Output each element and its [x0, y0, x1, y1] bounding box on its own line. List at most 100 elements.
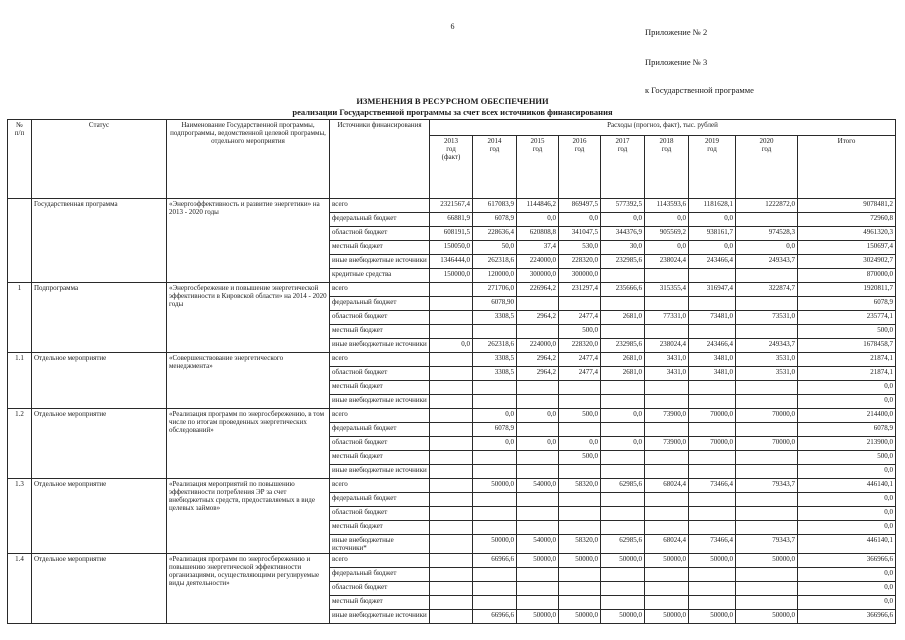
value-cell: 249343,7: [735, 338, 798, 353]
value-cell: 73531,0: [735, 310, 798, 325]
value-cell: [600, 595, 645, 611]
value-cell: 6078,9: [472, 212, 517, 227]
value-cell: 1920811,7: [796, 282, 897, 297]
value-cell: 3308,5: [472, 352, 517, 367]
value-cell: 224000,0: [516, 254, 559, 269]
funding-source-cell: всего: [329, 408, 430, 423]
value-cell: 300000,0: [516, 268, 559, 283]
value-cell: [688, 506, 736, 521]
table-row: кредитные средства 150000,0 120000,0 300000…: [8, 268, 897, 283]
value-cell: 9078481,2: [796, 198, 897, 213]
value-cell: [429, 567, 473, 583]
value-cell: [472, 464, 517, 479]
value-cell: [735, 581, 798, 597]
funding-source-cell: местный бюджет: [329, 520, 430, 535]
value-cell: 50000,0: [516, 553, 559, 569]
value-cell: [600, 268, 645, 283]
value-cell: 68024,4: [644, 533, 689, 555]
value-cell: [735, 450, 798, 465]
value-cell: 0,0: [796, 567, 897, 583]
value-cell: [735, 506, 798, 521]
value-cell: 232985,6: [600, 254, 645, 269]
funding-source-cell: областной бюджет: [329, 226, 430, 241]
table-row: 1 Подпрограмма «Энергосбережение и повышен…: [7, 282, 897, 353]
value-cell: [558, 581, 601, 597]
value-cell: 1181628,1: [688, 198, 736, 213]
value-cell: [600, 492, 645, 507]
value-cell: [558, 296, 601, 311]
value-cell: [516, 506, 559, 521]
value-cell: [644, 394, 689, 409]
value-cell: [688, 450, 736, 465]
value-cell: 2681,0: [600, 366, 645, 381]
value-cell: 3308,5: [472, 310, 517, 325]
value-cell: 446140,1: [796, 533, 897, 555]
value-cell: 238024,4: [644, 254, 689, 269]
value-cell: 228636,4: [472, 226, 517, 241]
value-cell: [688, 464, 736, 479]
num-cell: 1: [7, 282, 32, 353]
value-cell: [644, 506, 689, 521]
value-cell: [644, 464, 689, 479]
value-cell: [472, 324, 517, 339]
value-cell: [472, 380, 517, 395]
annex-label-1: Приложение № 2: [645, 27, 708, 37]
value-cell: [516, 450, 559, 465]
value-cell: 1678458,7: [796, 338, 897, 353]
value-cell: [558, 422, 601, 437]
value-cell: 2477,4: [558, 352, 601, 367]
table-row: местный бюджет 0,0: [8, 595, 897, 611]
year-header: 2017 год: [600, 135, 645, 199]
value-cell: 120000,0: [472, 268, 517, 283]
value-cell: 70000,0: [688, 436, 736, 451]
value-cell: 21874,1: [796, 352, 897, 367]
value-cell: [644, 581, 689, 597]
value-cell: 608191,5: [429, 226, 473, 241]
value-cell: [558, 464, 601, 479]
value-cell: 3431,0: [644, 366, 689, 381]
funding-source-cell: областной бюджет: [329, 581, 430, 597]
value-cell: [600, 324, 645, 339]
value-cell: [558, 506, 601, 521]
value-cell: [688, 492, 736, 507]
value-cell: 73466,4: [688, 533, 736, 555]
value-cell: 3531,0: [735, 352, 798, 367]
value-cell: [429, 553, 473, 569]
funding-source-cell: федеральный бюджет: [329, 492, 430, 507]
document-title: ИЗМЕНЕНИЯ В РЕСУРСНОМ ОБЕСПЕЧЕНИИ реализ…: [0, 96, 905, 117]
funding-source-cell: местный бюджет: [329, 380, 430, 395]
value-cell: [472, 492, 517, 507]
value-cell: 530,0: [558, 240, 601, 255]
name-cell: «Реализация программ по энергосбережению…: [166, 553, 330, 625]
funding-source-cell: областной бюджет: [329, 506, 430, 521]
value-cell: [472, 581, 517, 597]
value-cell: 0,0: [600, 408, 645, 423]
value-cell: [644, 324, 689, 339]
value-cell: 0,0: [516, 408, 559, 423]
value-cell: [516, 581, 559, 597]
table-row: местный бюджет 0,0: [8, 380, 897, 395]
value-cell: 2477,4: [558, 366, 601, 381]
header-expenses: Расходы (прогноз, факт), тыс. рублей: [428, 119, 897, 136]
value-cell: 62985,6: [600, 478, 645, 493]
value-cell: 214400,0: [796, 408, 897, 423]
value-cell: 938161,7: [688, 226, 736, 241]
funding-source-cell: местный бюджет: [329, 324, 430, 339]
funding-source-cell: иные внебюджетные источники: [329, 609, 430, 625]
value-cell: 974528,3: [735, 226, 798, 241]
value-cell: 2321567,4: [429, 198, 473, 213]
funding-source-cell: местный бюджет: [329, 240, 430, 255]
value-cell: [600, 567, 645, 583]
table-row: 1.3 Отдельное мероприятие «Реализация меро…: [7, 477, 897, 555]
value-cell: [644, 567, 689, 583]
value-cell: [735, 595, 798, 611]
value-cell: 150697,4: [796, 240, 897, 255]
value-cell: 316947,4: [688, 282, 736, 297]
funding-source-cell: областной бюджет: [329, 366, 430, 381]
annex-label-3: к Государственной программе: [645, 85, 754, 95]
value-cell: 228320,0: [558, 254, 601, 269]
value-cell: [644, 422, 689, 437]
status-cell: Отдельное мероприятие: [31, 553, 167, 625]
table-row: областной бюджет 0,0: [8, 581, 897, 597]
